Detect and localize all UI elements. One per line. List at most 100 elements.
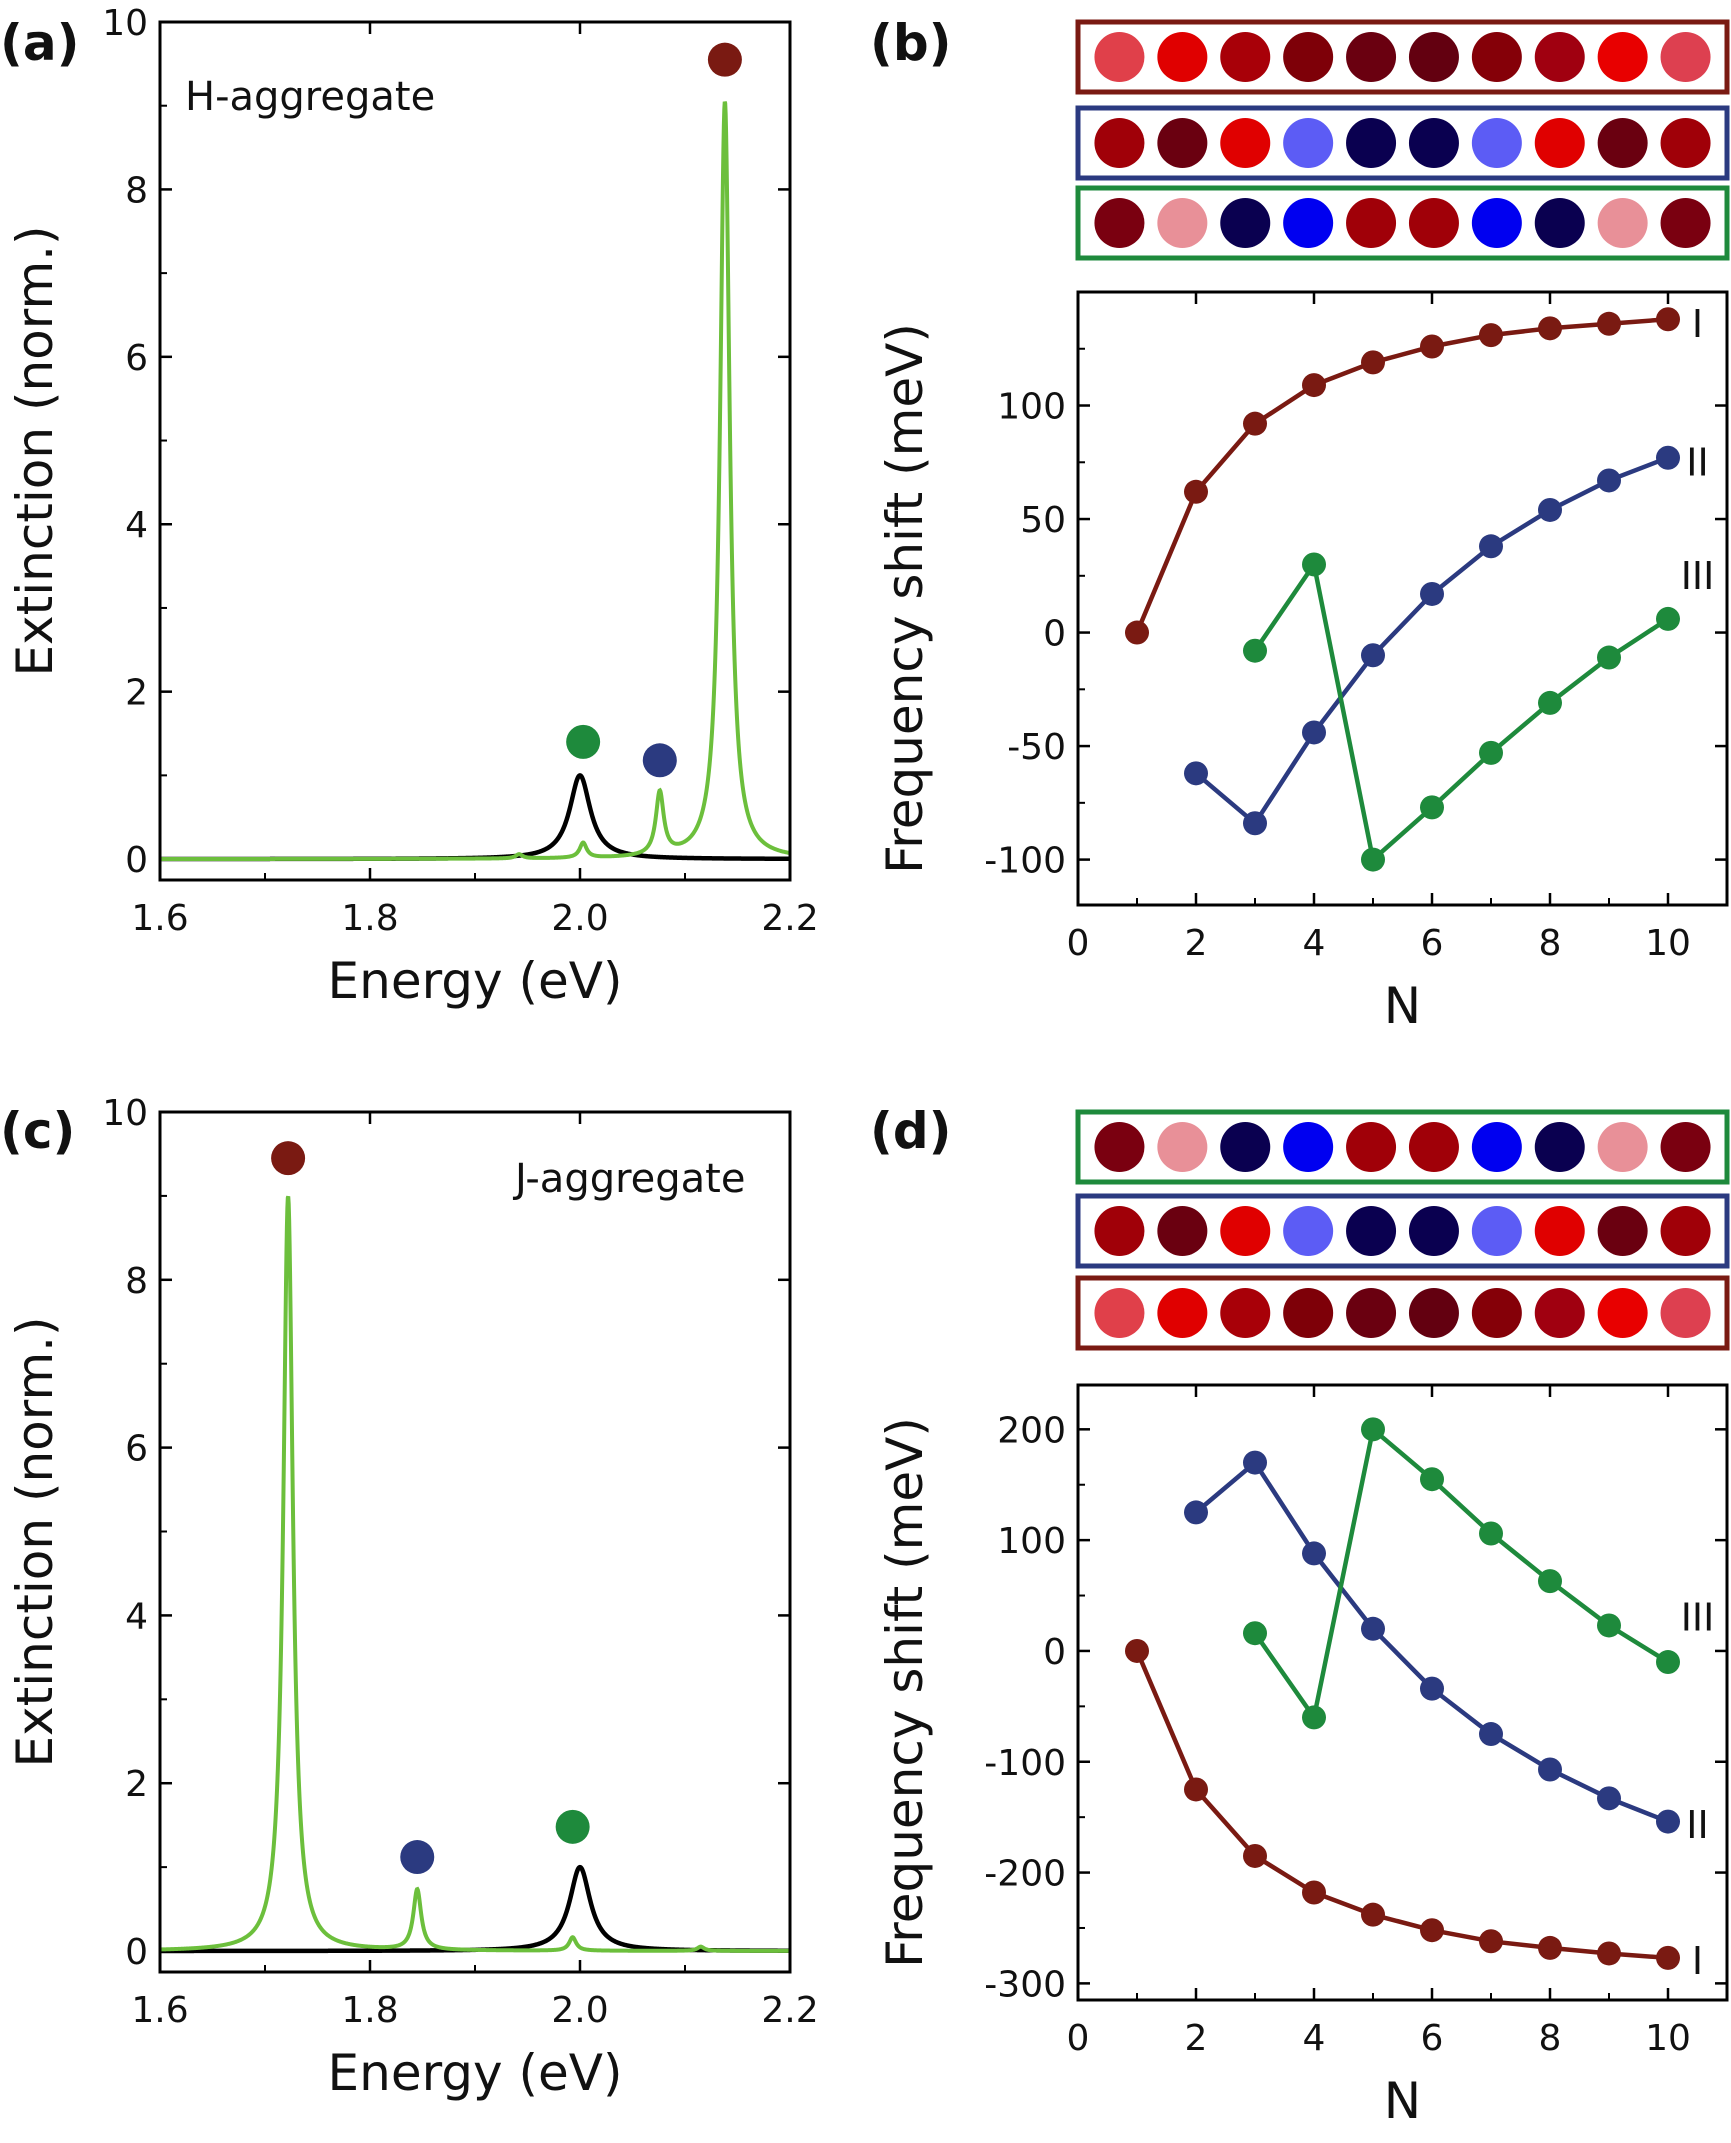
chain-dipole-dot (1283, 1288, 1334, 1338)
data-point-I (1479, 323, 1503, 348)
data-point-I (1597, 1941, 1621, 1966)
x-tick-label: 4 (1303, 2018, 1326, 2059)
x-tick-label: 2 (1185, 2018, 1208, 2059)
chain-dipole-dot (1346, 198, 1397, 248)
chain-dipole-dot (1283, 1206, 1334, 1256)
chain-dipole-dot (1597, 198, 1648, 248)
data-point-II (1420, 581, 1444, 606)
chain-dipole-dot (1346, 1122, 1397, 1172)
data-point-II (1184, 761, 1208, 786)
chain-dipole-dot (1220, 1206, 1271, 1256)
chain-dipole-dot (1408, 1122, 1459, 1172)
y-axis-label: Extinction (norm.) (6, 1316, 64, 1767)
chain-dipole-dot (1094, 118, 1145, 168)
x-axis-label: Energy (eV) (328, 952, 623, 1010)
peak-marker (555, 1809, 590, 1844)
chain-dipole-dot (1094, 32, 1145, 82)
data-point-I (1361, 1902, 1385, 1927)
chain-dipole-dot (1283, 118, 1334, 168)
plot-frame (1076, 1383, 1729, 2002)
chain-dipole-dot (1408, 1206, 1459, 1256)
data-point-II (1302, 1541, 1326, 1566)
data-point-II (1538, 1757, 1562, 1782)
chain-dipole-dot (1094, 1122, 1145, 1172)
y-tick-label: 100 (997, 387, 1066, 428)
data-point-I (1420, 334, 1444, 359)
data-point-II (1302, 720, 1326, 745)
y-tick-label: 100 (997, 1521, 1066, 1562)
chain-dipole-dot (1408, 198, 1459, 248)
data-point-III (1597, 645, 1621, 670)
chain-dipole-dot (1157, 1288, 1208, 1338)
chain-dipole-dot (1408, 32, 1459, 82)
peak-marker (707, 42, 742, 77)
data-point-I (1479, 1929, 1503, 1954)
data-point-III (1302, 552, 1326, 577)
chain-dipole-dot (1660, 32, 1711, 82)
data-point-III (1479, 1521, 1503, 1546)
data-point-I (1125, 620, 1149, 645)
chain-dipole-dot (1157, 32, 1208, 82)
y-tick-label: 10 (102, 1093, 148, 1134)
chain-dipole-dot (1157, 198, 1208, 248)
x-tick-label: 2.2 (761, 1990, 818, 2031)
series-label: II (1686, 440, 1708, 484)
chain-dipole-dot (1597, 32, 1648, 82)
aggregate-annotation: H-aggregate (185, 74, 435, 120)
data-point-I (1656, 307, 1680, 332)
chain-dipole-dot (1283, 198, 1334, 248)
data-point-II (1243, 811, 1267, 836)
series-label: III (1681, 554, 1715, 598)
chain-dipole-dot (1094, 198, 1145, 248)
data-point-III (1597, 1613, 1621, 1638)
data-point-II (1361, 1616, 1385, 1641)
data-point-I (1184, 1777, 1208, 1802)
x-axis-label: N (1384, 977, 1421, 1035)
data-point-I (1597, 311, 1621, 336)
data-point-II (1656, 445, 1680, 470)
chain-dipole-dot (1471, 1206, 1522, 1256)
chain-dipole-dot (1660, 198, 1711, 248)
chain-dipole-dot (1220, 1288, 1271, 1338)
peak-marker (400, 1840, 435, 1875)
chain-dipole-dot (1597, 118, 1648, 168)
x-tick-label: 10 (1645, 923, 1691, 964)
chain-dipole-dot (1660, 118, 1711, 168)
x-tick-label: 1.6 (131, 898, 188, 939)
panel-label-b: (b) (870, 14, 952, 72)
data-point-III (1420, 795, 1444, 820)
spectrum-line-monomer (160, 1864, 790, 1954)
chain-dipole-dot (1534, 1122, 1585, 1172)
y-axis-label: Frequency shift (meV) (876, 323, 934, 874)
panel-label-c: (c) (0, 1102, 75, 1160)
series-line-I (1134, 1650, 1669, 1961)
y-tick-label: 50 (1020, 500, 1066, 541)
chain-dipole-dot (1408, 118, 1459, 168)
chain-dipole-dot (1660, 1122, 1711, 1172)
x-tick-label: 1.8 (341, 898, 398, 939)
chain-dipole-dot (1157, 1122, 1208, 1172)
data-point-II (1656, 1809, 1680, 1834)
data-point-III (1243, 1621, 1267, 1646)
y-tick-label: 0 (125, 840, 148, 881)
chain-dipole-dot (1283, 32, 1334, 82)
chain-dipole-dot (1597, 1122, 1648, 1172)
spectrum-line-aggregate (159, 1195, 790, 1953)
x-axis-label: N (1384, 2072, 1421, 2130)
chain-dipole-dot (1471, 32, 1522, 82)
y-tick-label: 2 (125, 673, 148, 714)
y-tick-label: -100 (984, 841, 1066, 882)
y-axis-label: Frequency shift (meV) (876, 1417, 934, 1968)
y-tick-label: -50 (1007, 727, 1066, 768)
x-tick-label: 6 (1421, 2018, 1444, 2059)
series-label: III (1681, 1596, 1715, 1640)
data-point-II (1243, 1450, 1267, 1475)
panel-label-d: (d) (870, 1102, 952, 1160)
series-line-III (1253, 1425, 1670, 1723)
chain-dipole-dot (1346, 118, 1397, 168)
data-point-I (1420, 1918, 1444, 1943)
y-tick-label: 6 (125, 338, 148, 379)
x-tick-label: 8 (1539, 2018, 1562, 2059)
